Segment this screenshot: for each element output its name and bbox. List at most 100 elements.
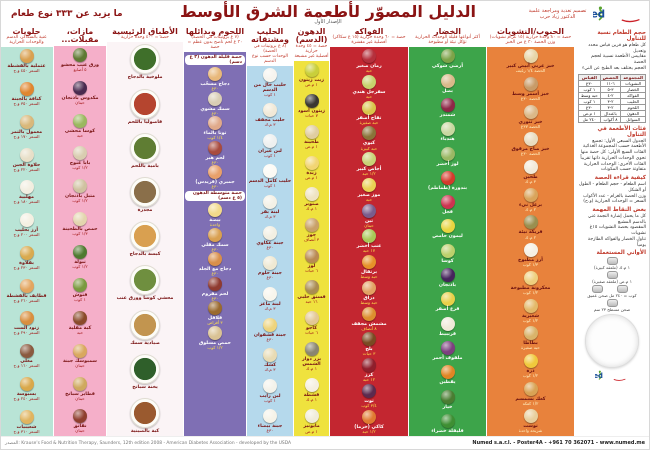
column-title: اللحوم وبدائلها xyxy=(185,27,245,36)
food-photo xyxy=(523,409,538,424)
dish-label: بامية باللحم xyxy=(131,163,159,169)
food-item: لبن رايب ١ كوب xyxy=(259,378,281,403)
food-label: فريكة نيئة xyxy=(518,230,543,236)
food-photo xyxy=(263,195,278,210)
food-label: حليب كامل الدسم xyxy=(248,179,292,185)
food-item: لحم هبر ٣٠غ xyxy=(206,140,225,165)
food-photo xyxy=(208,227,222,242)
food-label: موز صغير xyxy=(357,192,381,198)
food-note: ٣٠غ xyxy=(211,246,219,252)
food-label: مكدوس باذنجان xyxy=(61,95,99,101)
food-item: زيتون أسود ٧ حبات xyxy=(298,93,325,118)
food-photo xyxy=(208,252,222,267)
column-milk-items: حليب خال من الدسم ١ كوب حليب مجفف ٣ م.ك … xyxy=(247,66,293,436)
food-note: ٣ م.ك xyxy=(264,122,276,128)
food-item: جوز ٣ أنصاف xyxy=(304,217,319,242)
food-note: ١/٢ حبة xyxy=(362,171,376,177)
food-note: ١/٢ كوب xyxy=(72,198,88,204)
food-photo xyxy=(362,306,376,321)
food-label: جبنة بيضاء xyxy=(257,424,283,430)
column-mezze-header: مازات، مقبلات... xyxy=(54,27,106,46)
food-label: ورق عنب محشو xyxy=(61,62,100,68)
food-photo xyxy=(523,270,538,285)
food-label: أجاص كبير xyxy=(356,167,382,173)
column-fats-header: الدهون (الدسم) حصة = ٤٥ وحدة حرارية أفضل… xyxy=(294,27,329,61)
categories-lines: الجدول السبعي الأول: تجميع الأطعمة حسب ا… xyxy=(578,139,646,173)
food-item: بندورة (طماطم) xyxy=(428,170,467,191)
food-label: سمك مشوي xyxy=(200,106,230,112)
food-note: الحصة ٣٠غ xyxy=(520,96,541,101)
food-note: ١/٢ كعكة xyxy=(522,400,539,406)
utensil-item: ١ م.ص (ملعقة صغيرة) xyxy=(592,271,632,284)
food-note: حبة وسط xyxy=(360,299,378,305)
food-item: حمص مسلوق ١/٢ كوب xyxy=(199,325,231,350)
food-note: ١/٢ كوب xyxy=(72,165,88,171)
food-item: قرع أصفر xyxy=(436,292,459,312)
food-label: بقلاوة xyxy=(19,260,34,266)
food-label: طحين xyxy=(523,175,538,181)
food-note: ٣٠غ xyxy=(211,159,219,165)
food-item: كوسا xyxy=(440,243,455,264)
table-row: الدهون باعتدال ١ م.ص xyxy=(578,109,646,117)
food-item: برغل نيء ٢ م.ك xyxy=(518,187,543,212)
food-label: برغل نيء xyxy=(518,202,543,208)
food-label: تبولة xyxy=(74,260,86,266)
food-note: ١/٢ حبة xyxy=(362,428,376,434)
food-item: خبز تنوري الحصة ٣٧غ xyxy=(519,104,543,129)
svg-text:numed: numed xyxy=(595,372,603,380)
food-note: ٨ أنصاف xyxy=(361,325,377,331)
food-label: لحم مفروم xyxy=(201,291,229,297)
food-item: فليفلة خضراء xyxy=(431,413,464,434)
food-label: ذرة xyxy=(526,369,535,374)
food-label: دجاج مسحّب xyxy=(200,82,230,88)
food-photo xyxy=(304,186,319,201)
food-item: فستق حلبي ١٦ حبة xyxy=(297,280,326,304)
food-item: فطاير سبانخ حبتان xyxy=(65,376,95,401)
food-note: السعر ٣٥٠ و.ح xyxy=(13,101,40,107)
food-label: شعيرية xyxy=(521,313,540,319)
food-item: ليمون حامض xyxy=(432,219,463,239)
food-photo xyxy=(304,280,319,295)
food-note: ١ م.ص xyxy=(305,81,318,87)
column-vegetables: الخضار أكثر أنواعها قليلة الوحدات الحرار… xyxy=(408,27,486,436)
food-item: بسبوسة السعر ٢٤٠ و.ح xyxy=(14,376,40,401)
food-photo xyxy=(440,292,455,307)
food-label: لبن رايب xyxy=(259,393,281,399)
column-main-dishes-header: الأطباق الرئيسية حصة = ٤٠٠ وحدة حرارية xyxy=(107,27,183,43)
food-photo xyxy=(440,268,455,283)
dish-item: يخنة سبانخ xyxy=(130,353,160,390)
food-label: بصل xyxy=(442,88,453,94)
food-note: السعر ٢٣٠ و.ح xyxy=(13,264,40,270)
column-milk-header: الحليب ومشتقاته (٨ غ بروتينات في الحصة) … xyxy=(247,27,293,66)
food-item: يقطين xyxy=(439,365,456,386)
servings-table-header: المجموعة الحصص القياس xyxy=(578,73,646,81)
food-item: قشطة ١ م.ك xyxy=(304,378,319,402)
food-label: لبن عيران xyxy=(258,148,282,154)
food-photo xyxy=(440,195,455,210)
publisher-info: Numed s.a.r.l. - Poster4A - +961 70 3620… xyxy=(472,440,645,446)
column-mezze-items: ورق عنب محشو ٥ أصابع مكدوس باذنجان حبتان… xyxy=(54,46,106,436)
table-row: النشويات ٦-١١ ٣٠غ xyxy=(578,79,646,87)
food-item: كاكي (خرما) ١/٢ حبة xyxy=(354,409,384,434)
dish-plate-photo xyxy=(130,44,161,75)
food-label: لوز أخضر xyxy=(436,161,459,167)
food-label: بزر دوار الشمس xyxy=(301,357,322,368)
food-label: مهلبية xyxy=(19,195,34,201)
food-label: بندورة (طماطم) xyxy=(428,185,467,191)
food-photo xyxy=(304,378,319,393)
sidebar-line: الحجم يختلف بعد الطبخ عن النيء xyxy=(582,65,646,71)
food-photo xyxy=(523,381,538,396)
food-photo xyxy=(73,343,88,358)
food-note: السعر ٢٠٠ و.ح xyxy=(13,232,40,238)
food-label: ملفوف أحمر xyxy=(432,356,463,362)
food-label: يقطين xyxy=(439,380,456,386)
dish-item: محشي كوسا وورق عنب xyxy=(117,265,173,301)
food-photo xyxy=(523,160,538,175)
sidebar-line: الفئات الأخرى: الوحدات الحرارية متفاوتة … xyxy=(583,161,646,173)
food-label: فليفلة خضراء xyxy=(431,428,464,434)
food-item: جبنة قشقوان ٣٠غ xyxy=(254,317,286,342)
food-item: صنوبر ١ م.ك xyxy=(304,186,319,211)
food-photo xyxy=(73,245,88,260)
food-note: السعر ٢٦٠ و.ح xyxy=(13,297,40,303)
dish-plate-photo xyxy=(130,397,160,428)
